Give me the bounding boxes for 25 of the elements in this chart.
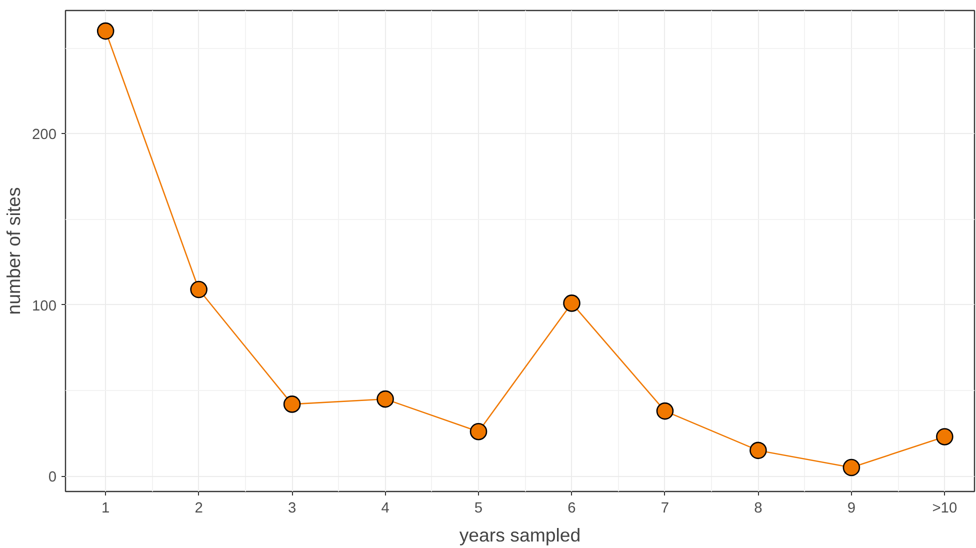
- x-tick-label: 1: [102, 500, 110, 516]
- point: [190, 280, 208, 298]
- x-tick-label: 5: [474, 500, 483, 516]
- x-tick-label: 4: [381, 500, 390, 516]
- point: [563, 294, 580, 312]
- point: [936, 428, 954, 446]
- point: [96, 22, 114, 40]
- y-axis-title: number of sites: [3, 187, 24, 315]
- point: [376, 390, 394, 408]
- x-tick-label: 7: [660, 500, 670, 516]
- point: [750, 442, 767, 460]
- point: [842, 458, 860, 476]
- x-tick-label: 9: [847, 500, 856, 516]
- y-tick-label: 100: [32, 298, 57, 314]
- x-axis-title: years sampled: [459, 524, 581, 546]
- point: [470, 422, 488, 440]
- x-tick-label: 6: [568, 500, 576, 516]
- x-tick-label: >10: [932, 500, 958, 516]
- point: [656, 402, 674, 420]
- x-tick-label: 3: [288, 500, 296, 516]
- x-tick-label: 8: [754, 500, 762, 516]
- point: [283, 396, 301, 413]
- y-tick-label: 200: [32, 127, 57, 144]
- x-tick-label: 2: [194, 500, 203, 516]
- y-tick-label: 0: [48, 470, 57, 486]
